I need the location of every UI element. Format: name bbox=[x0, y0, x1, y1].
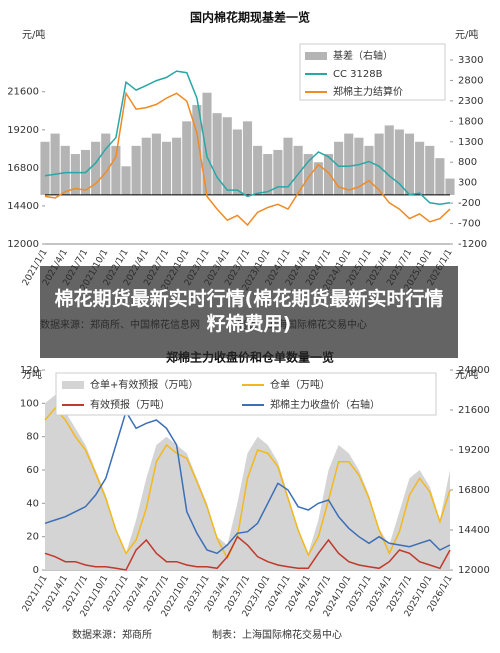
basis-bar bbox=[384, 125, 394, 195]
basis-bar bbox=[192, 104, 202, 195]
y2-tick-label: 19200 bbox=[458, 445, 490, 456]
y2-axis-label: 元/吨 bbox=[455, 368, 478, 381]
y2-tick-label: 12000 bbox=[458, 565, 490, 576]
y-tick-label: 60 bbox=[26, 465, 39, 476]
basis-bar bbox=[242, 121, 253, 195]
chart-title: 国内棉花期现基差一览 bbox=[190, 10, 310, 25]
basis-bar bbox=[91, 141, 101, 195]
legend-swatch bbox=[305, 52, 327, 60]
basis-bar bbox=[435, 158, 445, 195]
basis-bar bbox=[303, 154, 313, 195]
basis-bar bbox=[50, 133, 60, 195]
source-note: 制表：上海国际棉花交易中心 bbox=[212, 628, 342, 641]
basis-bar bbox=[313, 162, 323, 195]
y-tick-label: 40 bbox=[26, 498, 39, 509]
basis-bar bbox=[293, 145, 303, 195]
y-tick-label: 80 bbox=[26, 432, 39, 443]
basis-bar bbox=[60, 145, 70, 195]
legend-label: 郑棉主力结算价 bbox=[333, 85, 403, 98]
y2-tick-label: 2300 bbox=[458, 96, 483, 107]
y-axis-label: 元/吨 bbox=[22, 28, 45, 41]
basis-bar bbox=[344, 133, 354, 195]
basis-bar bbox=[202, 92, 212, 195]
line bbox=[44, 91, 451, 227]
y2-tick-label: -200 bbox=[458, 198, 481, 209]
basis-bar bbox=[415, 141, 425, 195]
overlay-title: 棉花期货最新实时行情(棉花期货最新实时行情籽棉费用) bbox=[40, 266, 458, 358]
basis-bar bbox=[121, 166, 131, 195]
basis-bar bbox=[101, 133, 111, 195]
source-note: 数据来源：郑商所 bbox=[72, 628, 152, 641]
basis-bar bbox=[364, 145, 374, 195]
y2-tick-label: 24000 bbox=[458, 365, 490, 376]
basis-bar bbox=[404, 133, 415, 195]
basis-bar bbox=[70, 154, 80, 195]
basis-bar bbox=[273, 149, 283, 195]
y-tick-label: 120 bbox=[20, 365, 39, 376]
basis-bar bbox=[111, 145, 121, 195]
basis-bar bbox=[141, 137, 151, 195]
y2-tick-label: -1200 bbox=[458, 239, 487, 250]
y-tick-label: 16800 bbox=[7, 163, 39, 174]
basis-bar bbox=[354, 137, 364, 195]
y2-tick-label: 3300 bbox=[458, 55, 483, 66]
y2-tick-label: 2800 bbox=[458, 75, 483, 86]
basis-bar bbox=[374, 133, 384, 195]
y-tick-label: 0 bbox=[33, 565, 39, 576]
basis-bar bbox=[425, 145, 435, 195]
basis-bar bbox=[40, 141, 50, 195]
basis-bar bbox=[151, 133, 161, 195]
y2-tick-label: 1800 bbox=[458, 116, 483, 127]
basis-bar bbox=[172, 137, 182, 195]
basis-bar bbox=[182, 121, 192, 195]
legend-label: 仓单+有效预报（万吨） bbox=[90, 378, 198, 391]
y-tick-label: 12000 bbox=[7, 239, 39, 250]
y-tick-label: 21600 bbox=[7, 87, 39, 98]
basis-bar bbox=[263, 154, 273, 195]
line bbox=[44, 407, 451, 561]
basis-bar bbox=[161, 141, 172, 195]
basis-bar bbox=[212, 113, 222, 195]
y-tick-label: 14400 bbox=[7, 201, 39, 212]
y-tick-label: 100 bbox=[20, 398, 39, 409]
basis-bar bbox=[323, 154, 334, 195]
basis-bar bbox=[394, 129, 404, 195]
basis-bar bbox=[131, 145, 141, 195]
y2-tick-label: 16800 bbox=[458, 485, 490, 496]
basis-bar bbox=[232, 129, 242, 195]
y2-tick-label: -700 bbox=[458, 219, 481, 230]
y2-tick-label: 800 bbox=[458, 157, 477, 168]
basis-bar bbox=[283, 137, 293, 195]
legend-label: 仓单（万吨） bbox=[270, 378, 330, 391]
basis-bar bbox=[334, 141, 344, 195]
legend-swatch bbox=[62, 381, 84, 389]
legend-label: 有效预报（万吨） bbox=[90, 398, 170, 411]
y2-axis-label: 元/吨 bbox=[455, 28, 478, 41]
y2-tick-label: 14400 bbox=[458, 525, 490, 536]
basis-bar bbox=[222, 117, 232, 195]
line bbox=[44, 535, 451, 571]
y2-tick-label: 1300 bbox=[458, 137, 483, 148]
basis-bar bbox=[253, 145, 263, 195]
y-axis-label: 万吨 bbox=[22, 368, 42, 381]
legend-label: CC 3128B bbox=[333, 69, 383, 80]
legend-box bbox=[55, 372, 437, 416]
y2-tick-label: 21600 bbox=[458, 405, 490, 416]
legend-label: 郑棉主力收盘价（右轴） bbox=[270, 398, 380, 411]
y-tick-label: 20 bbox=[26, 532, 39, 543]
line bbox=[44, 409, 451, 555]
y-tick-label: 19200 bbox=[7, 125, 39, 136]
y2-tick-label: 300 bbox=[458, 178, 477, 189]
legend-label: 基差（右轴） bbox=[333, 49, 393, 62]
basis-bar bbox=[445, 178, 455, 195]
line bbox=[44, 70, 451, 206]
